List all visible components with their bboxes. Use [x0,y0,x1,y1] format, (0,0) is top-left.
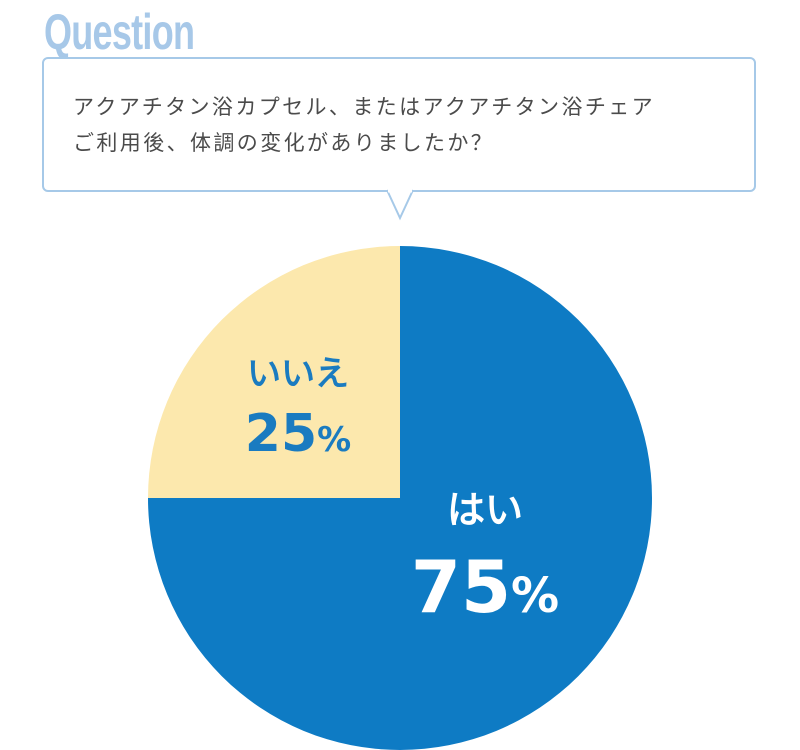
slice-value-no: 25% [245,404,351,464]
question-line-2: ご利用後、体調の変化がありましたか？ [73,131,495,155]
slice-label-yes: はい [447,488,523,532]
question-heading: Question [44,4,195,60]
pie-slice-no [148,246,400,498]
question-bubble [42,57,756,192]
slice-value-yes: 75% [411,545,559,629]
question-line-1: アクアチタン浴カプセル、またはアクアチタン浴チェア [73,95,656,119]
slice-label-no: いいえ [247,354,349,394]
question-text: アクアチタン浴カプセル、またはアクアチタン浴チェア ご利用後、体調の変化がありま… [73,89,753,161]
